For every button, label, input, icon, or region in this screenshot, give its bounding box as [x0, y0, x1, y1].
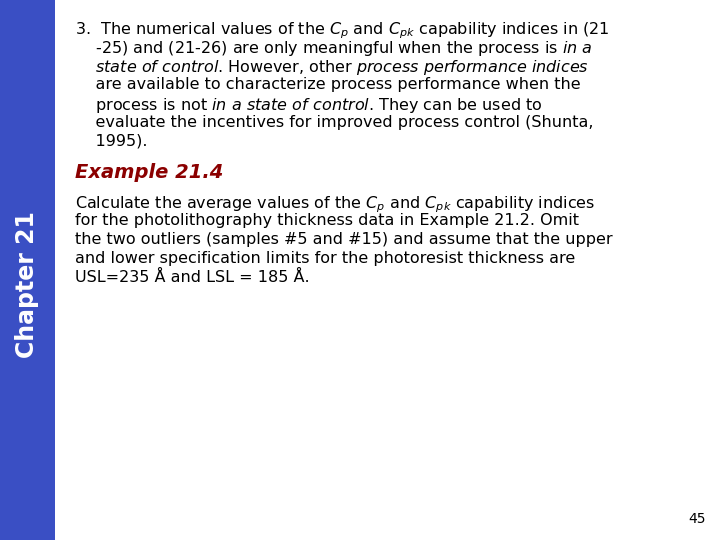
- Text: 3.  The numerical values of the $C_p$ and $C_{pk}$ capability indices in (21: 3. The numerical values of the $C_p$ and…: [75, 20, 609, 40]
- Text: process is not $\mathit{in\ a\ state\ of\ control}$. They can be used to: process is not $\mathit{in\ a\ state\ of…: [75, 96, 542, 115]
- Text: $\mathit{state\ of\ control}$. However, other $\mathit{process\ performance\ ind: $\mathit{state\ of\ control}$. However, …: [75, 58, 589, 77]
- Text: and lower specification limits for the photoresist thickness are: and lower specification limits for the p…: [75, 251, 575, 266]
- Text: Chapter 21: Chapter 21: [16, 212, 40, 359]
- Text: evaluate the incentives for improved process control (Shunta,: evaluate the incentives for improved pro…: [75, 115, 593, 130]
- Bar: [0, 0, 55, 540]
- Text: 1995).: 1995).: [75, 134, 148, 149]
- Text: 45: 45: [688, 512, 706, 526]
- Text: Example 21.4: Example 21.4: [75, 163, 223, 182]
- Text: are available to characterize process performance when the: are available to characterize process pe…: [75, 77, 580, 92]
- Text: USL=235 Å and LSL = 185 Å.: USL=235 Å and LSL = 185 Å.: [75, 270, 310, 285]
- Text: Calculate the average values of the $C_p$ and $C_{pk}$ capability indices: Calculate the average values of the $C_p…: [75, 194, 595, 214]
- Text: -25) and (21-26) are only meaningful when the process is $\mathit{in\ a}$: -25) and (21-26) are only meaningful whe…: [75, 39, 593, 58]
- Text: for the photolithography thickness data in Example 21.2. Omit: for the photolithography thickness data …: [75, 213, 579, 228]
- Text: the two outliers (samples #5 and #15) and assume that the upper: the two outliers (samples #5 and #15) an…: [75, 232, 613, 247]
